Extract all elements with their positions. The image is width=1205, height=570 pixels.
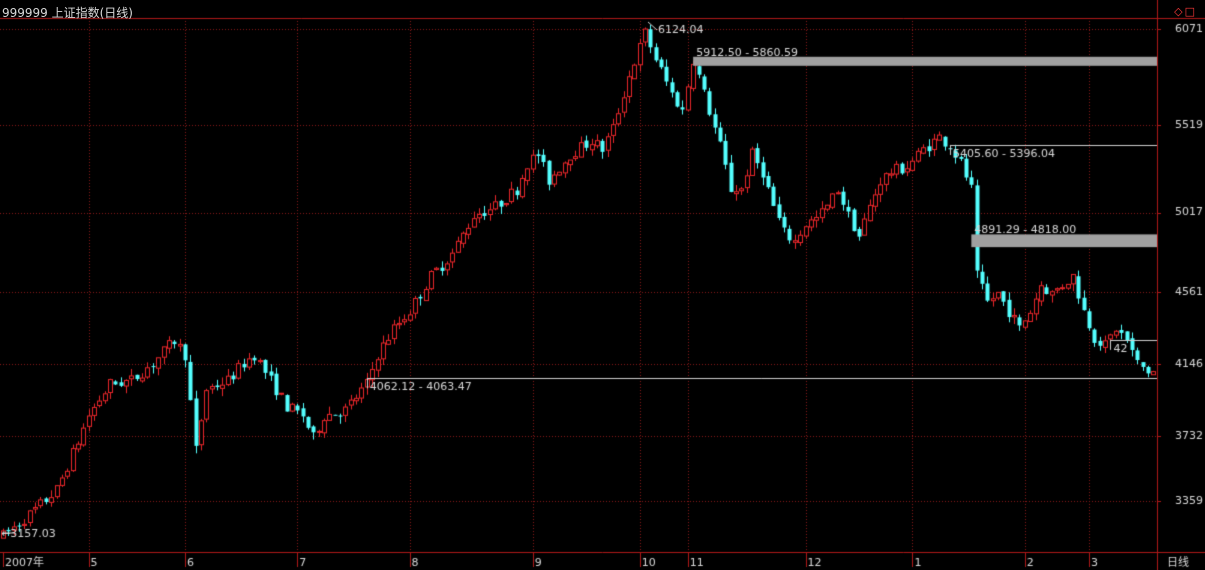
maximize-icon[interactable]: □ <box>1184 5 1197 18</box>
window-buttons[interactable]: ◇□ <box>1174 5 1197 18</box>
chart-title: 999999 上证指数(日线) <box>2 6 133 20</box>
restore-icon[interactable]: ◇ <box>1174 5 1185 18</box>
